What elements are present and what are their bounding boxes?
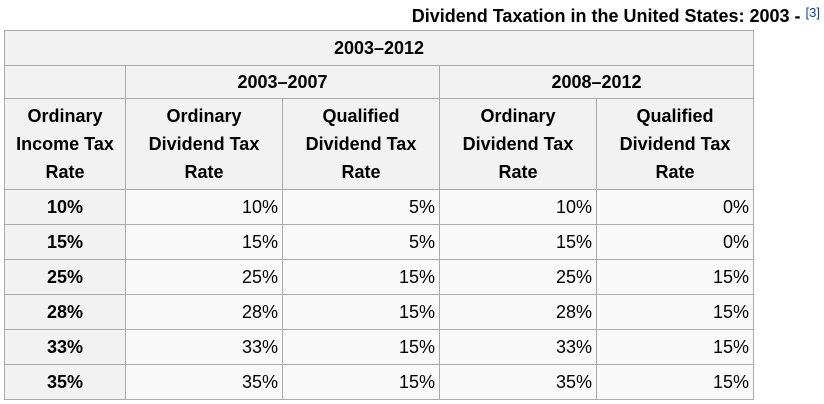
reference-superscript: [3] [806,5,820,20]
rate-cell: 0% [595,224,755,260]
rate-cell: 15% [595,259,755,295]
bracket-cell: 35% [4,364,126,400]
rate-cell: 10% [439,189,597,225]
table-row: 33% 33% 15% 33% 15% [4,329,755,365]
rate-cell: 5% [282,189,440,225]
rate-cell: 33% [125,329,283,365]
rate-cell: 35% [439,364,597,400]
rate-cell: 15% [282,329,440,365]
rate-cell: 33% [439,329,597,365]
column-header: Ordinary Income Tax Rate [4,98,126,190]
table-row: 35% 35% 15% 35% 15% [4,364,755,400]
sub-period-header: 2008–2012 [438,65,755,99]
rate-cell: 15% [595,294,755,330]
column-header: Qualified Dividend Tax Rate [595,98,755,190]
rate-cell: 5% [282,224,440,260]
bracket-cell: 10% [4,189,126,225]
reference-link[interactable]: [3] [805,5,820,20]
column-header: Ordinary Dividend Tax Rate [125,98,283,190]
sub-period-header: 2003–2007 [125,65,440,99]
rate-cell: 15% [595,329,755,365]
rate-cell: 25% [125,259,283,295]
table-row: 28% 28% 15% 28% 15% [4,294,755,330]
rate-cell: 15% [595,364,755,400]
table-row: 25% 25% 15% 25% 15% [4,259,755,295]
period-header: 2003–2012 [3,30,755,66]
bracket-cell: 33% [4,329,126,365]
bracket-cell: 15% [4,224,126,260]
dividend-tax-table: 2003–2012 2003–2007 2008–2012 Ordinary I… [3,30,755,400]
rate-cell: 15% [282,259,440,295]
rate-cell: 35% [125,364,283,400]
bracket-cell: 28% [4,294,126,330]
caption-title: Dividend Taxation in the United States: … [411,6,801,26]
rate-cell: 25% [439,259,597,295]
rate-cell: 0% [595,189,755,225]
table-caption: Dividend Taxation in the United States: … [0,4,820,28]
empty-corner-cell [4,65,126,99]
rate-cell: 15% [439,224,597,260]
rate-cell: 10% [125,189,283,225]
rate-cell: 15% [282,294,440,330]
column-header: Ordinary Dividend Tax Rate [439,98,597,190]
column-header: Qualified Dividend Tax Rate [282,98,440,190]
table-row: 10% 10% 5% 10% 0% [4,189,755,225]
rate-cell: 28% [125,294,283,330]
table-row: 15% 15% 5% 15% 0% [4,224,755,260]
rate-cell: 28% [439,294,597,330]
rate-cell: 15% [125,224,283,260]
rate-cell: 15% [282,364,440,400]
bracket-cell: 25% [4,259,126,295]
